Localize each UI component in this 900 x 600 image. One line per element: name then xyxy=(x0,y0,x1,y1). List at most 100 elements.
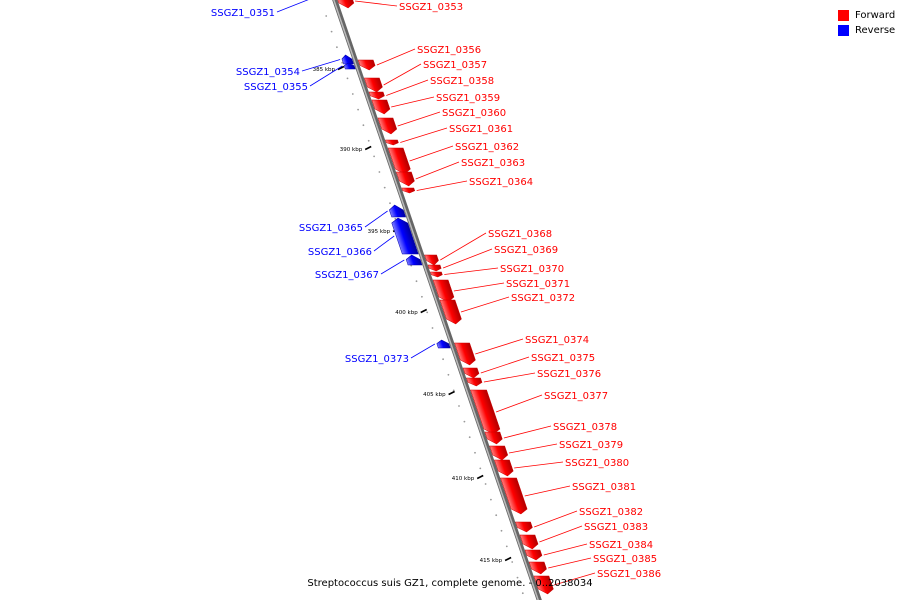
gene-arrow xyxy=(494,459,514,477)
gene-label[interactable]: SSGZ1_0360 xyxy=(442,108,506,119)
gene-leader-line xyxy=(391,96,435,108)
gene-arrow xyxy=(454,342,476,366)
gene-leader-line xyxy=(386,79,429,96)
gene-label[interactable]: SSGZ1_0357 xyxy=(423,60,487,71)
gene-arrow xyxy=(432,279,455,303)
gene-leader-line xyxy=(480,356,530,374)
legend: Forward Reverse xyxy=(838,8,895,38)
gene-label[interactable]: SSGZ1_0369 xyxy=(494,245,558,256)
gene-leader-line xyxy=(508,443,558,454)
gene-label[interactable]: SSGZ1_0368 xyxy=(488,229,552,240)
ruler-dot xyxy=(394,217,397,220)
gene-leader-line xyxy=(503,425,552,439)
map-caption: Streptococcus suis GZ1, complete genome.… xyxy=(307,578,593,589)
gene-label[interactable]: SSGZ1_0382 xyxy=(579,507,643,518)
kbp-tick-label: 395 kbp xyxy=(368,229,391,235)
gene-label[interactable]: SSGZ1_0366 xyxy=(308,247,372,258)
gene-label[interactable]: SSGZ1_0375 xyxy=(531,353,595,364)
ruler-dot xyxy=(362,124,365,127)
gene-arrow xyxy=(427,264,442,272)
gene-label[interactable]: SSGZ1_0384 xyxy=(589,540,653,551)
gene-label[interactable]: SSGZ1_0370 xyxy=(500,264,564,275)
legend-forward: Forward xyxy=(838,8,895,23)
ruler-dot xyxy=(346,77,349,80)
kbp-tick-label: 405 kbp xyxy=(423,392,446,398)
ruler-dots xyxy=(325,15,524,595)
gene-label[interactable]: SSGZ1_0374 xyxy=(525,335,589,346)
gene-label[interactable]: SSGZ1_0383 xyxy=(584,522,648,533)
gene-label[interactable]: SSGZ1_0381 xyxy=(572,482,636,493)
gene-leader-line xyxy=(453,282,505,292)
gene-leader-line xyxy=(440,232,487,261)
gene-label[interactable]: SSGZ1_0386 xyxy=(597,569,661,580)
gene-leader-line xyxy=(309,65,343,87)
ruler-dot xyxy=(495,514,498,517)
ruler-dot xyxy=(336,46,338,49)
gene-label[interactable]: SSGZ1_0356 xyxy=(417,45,481,56)
ruler-dot xyxy=(458,405,460,407)
ruler-dot xyxy=(367,139,370,142)
gene-label[interactable]: SSGZ1_0361 xyxy=(449,124,513,135)
gene-arrow xyxy=(364,77,383,93)
gene-arrow xyxy=(377,117,398,135)
gene-arrow xyxy=(489,445,509,461)
gene-label[interactable]: SSGZ1_0367 xyxy=(315,270,379,281)
ruler-dot xyxy=(341,61,344,64)
gene-leader-line xyxy=(483,372,536,383)
gene-arrow xyxy=(405,254,423,266)
gene-label[interactable]: SSGZ1_0379 xyxy=(559,440,623,451)
gene-label[interactable]: SSGZ1_0376 xyxy=(537,369,601,380)
gene-leader-line xyxy=(548,557,592,569)
gene-arrow xyxy=(424,254,439,266)
gene-label[interactable]: SSGZ1_0353 xyxy=(399,2,463,13)
gene-label[interactable]: SSGZ1_0359 xyxy=(436,93,500,104)
gene-label[interactable]: SSGZ1_0372 xyxy=(511,293,575,304)
ruler-dot xyxy=(442,358,444,361)
gene-label[interactable]: SSGZ1_0371 xyxy=(506,279,570,290)
ruler-dot xyxy=(505,545,508,548)
gene-leader-line xyxy=(524,485,571,497)
gene-label[interactable]: SSGZ1_0363 xyxy=(461,158,525,169)
ruler-dot xyxy=(325,15,328,17)
gene-arrow xyxy=(371,99,391,115)
gene-label[interactable]: SSGZ1_0377 xyxy=(544,391,608,402)
gene-label[interactable]: SSGZ1_0355 xyxy=(244,82,308,93)
ruler-dot xyxy=(357,108,359,111)
kbp-tick-mark xyxy=(420,308,428,314)
gene-leader-line xyxy=(514,461,564,469)
gene-label[interactable]: SSGZ1_0380 xyxy=(565,458,629,469)
gene-label[interactable]: SSGZ1_0354 xyxy=(236,67,300,78)
gene-label[interactable]: SSGZ1_0385 xyxy=(593,554,657,565)
gene-leader-line xyxy=(534,510,578,528)
gene-leader-line xyxy=(475,338,524,355)
gene-label[interactable]: SSGZ1_0378 xyxy=(553,422,617,433)
reverse-swatch xyxy=(838,25,849,36)
ruler-dot xyxy=(447,373,450,376)
kbp-ticks: 385 kbp 390 kbp 395 kbp 400 kbp 405 kbp 410 k… xyxy=(313,65,512,564)
gene-arrow xyxy=(389,204,407,218)
gene-leader-line xyxy=(376,48,416,66)
gene-label[interactable]: SSGZ1_0373 xyxy=(345,354,409,365)
gene-arrow xyxy=(519,534,539,550)
ruler-dot xyxy=(378,171,381,173)
gene-arrow xyxy=(524,549,543,561)
gene-label[interactable]: SSGZ1_0364 xyxy=(469,177,533,188)
gene-label[interactable]: SSGZ1_0351 xyxy=(211,8,275,19)
gene-arrow xyxy=(466,377,483,387)
gene-label[interactable]: SSGZ1_0362 xyxy=(455,142,519,153)
ruler-dot xyxy=(415,280,418,283)
gene-leader-line xyxy=(539,525,583,543)
gene-leader-line xyxy=(380,259,405,275)
gene-label[interactable]: SSGZ1_0358 xyxy=(430,76,494,87)
gene-leader-line xyxy=(400,127,448,143)
ruler-dot xyxy=(426,311,429,314)
gene-leader-line xyxy=(355,0,398,7)
gene-arrow xyxy=(368,91,385,100)
gene-label[interactable]: SSGZ1_0365 xyxy=(299,223,363,234)
ruler-dot xyxy=(383,186,386,189)
gene-leader-line xyxy=(553,572,596,586)
gene-leader-line xyxy=(373,235,395,252)
gene-leader-line xyxy=(364,210,388,228)
ruler-dot xyxy=(431,327,434,329)
legend-reverse: Reverse xyxy=(838,23,895,38)
